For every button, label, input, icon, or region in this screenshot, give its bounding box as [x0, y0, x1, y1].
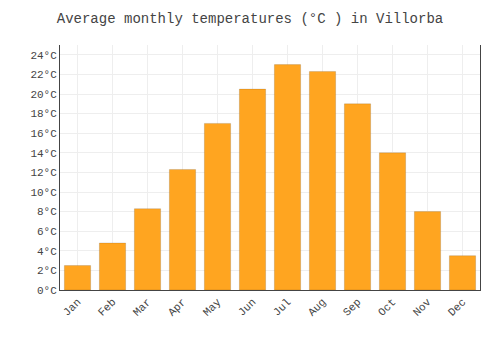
- svg-text:4°C: 4°C: [37, 246, 57, 258]
- svg-text:16°C: 16°C: [30, 128, 57, 140]
- svg-text:12°C: 12°C: [30, 167, 57, 179]
- svg-text:0°C: 0°C: [37, 285, 57, 297]
- svg-text:24°C: 24°C: [30, 50, 57, 62]
- svg-text:22°C: 22°C: [30, 69, 57, 81]
- svg-text:2°C: 2°C: [37, 265, 57, 277]
- svg-text:Jul: Jul: [271, 296, 293, 318]
- svg-text:Jun: Jun: [236, 296, 258, 318]
- svg-text:18°C: 18°C: [30, 108, 57, 120]
- svg-text:Aug: Aug: [306, 296, 328, 318]
- svg-text:20°C: 20°C: [30, 89, 57, 101]
- svg-text:Feb: Feb: [96, 296, 118, 318]
- svg-text:Average monthly temperatures (: Average monthly temperatures (°C ) in Vi…: [57, 11, 443, 27]
- svg-text:Apr: Apr: [166, 296, 188, 318]
- svg-text:May: May: [201, 296, 224, 319]
- svg-text:10°C: 10°C: [30, 187, 57, 199]
- svg-text:14°C: 14°C: [30, 148, 57, 160]
- svg-text:Jan: Jan: [61, 296, 83, 318]
- svg-text:Sep: Sep: [341, 296, 363, 318]
- svg-text:Dec: Dec: [446, 296, 468, 318]
- svg-text:Nov: Nov: [411, 296, 434, 319]
- svg-text:8°C: 8°C: [37, 206, 57, 218]
- svg-text:Oct: Oct: [376, 296, 398, 318]
- svg-text:6°C: 6°C: [37, 226, 57, 238]
- svg-text:Mar: Mar: [131, 296, 153, 318]
